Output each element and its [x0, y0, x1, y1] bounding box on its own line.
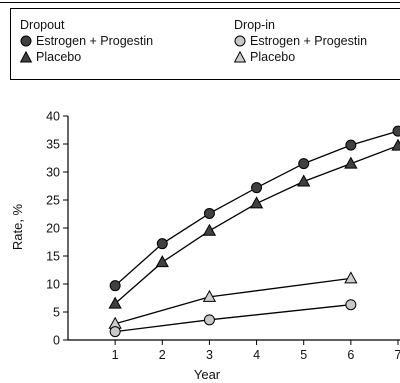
data-point-circle [345, 139, 357, 151]
data-point-circle [251, 182, 263, 194]
series-markers [108, 125, 400, 338]
data-point-triangle [297, 174, 311, 187]
data-point-triangle [391, 138, 400, 151]
series-lines [114, 130, 399, 333]
y-tick-label: 0 [53, 334, 60, 348]
legend-filled-triangle-marker [20, 51, 32, 63]
data-point-triangle [249, 196, 264, 209]
legend-entry: Estrogen + Progestin [20, 33, 153, 49]
legend-entry: Estrogen + Progestin [234, 33, 367, 49]
data-point-triangle [344, 156, 358, 169]
x-axis-label: Year [194, 367, 221, 382]
data-point-circle [109, 280, 121, 292]
y-tick-label: 15 [46, 250, 60, 264]
data-point-circle [109, 326, 121, 338]
series-line [115, 304, 351, 333]
data-point-circle [156, 238, 168, 250]
data-point-triangle [344, 271, 358, 284]
data-point-triangle [108, 296, 122, 309]
legend-group-dropout: Dropout Estrogen + Progestin Placebo [20, 17, 153, 65]
x-tick-label: 5 [300, 348, 307, 362]
legend-entry: Placebo [20, 49, 153, 65]
data-point-circle [203, 207, 215, 219]
data-point-circle [203, 314, 215, 326]
legend-open-triangle-marker [234, 51, 246, 63]
data-point-triangle [155, 255, 169, 268]
data-point-circle [392, 125, 400, 137]
legend-entry: Placebo [234, 49, 367, 65]
x-tick-label: 7 [395, 348, 400, 362]
legend-entry-label: Placebo [250, 50, 296, 64]
x-tick-label: 6 [347, 348, 354, 362]
y-tick-label: 40 [46, 110, 60, 124]
legend-group-title: Dropout [20, 18, 65, 32]
x-tick-label: 4 [253, 348, 260, 362]
legend-group-drop-in: Drop-in Estrogen + Progestin Placebo [234, 17, 367, 65]
y-tick-label: 10 [46, 278, 60, 292]
x-tick-label: 2 [159, 348, 166, 362]
legend-entry-label: Estrogen + Progestin [250, 34, 368, 48]
data-point-triangle [202, 289, 217, 302]
data-point-triangle [202, 223, 217, 236]
data-point-circle [345, 299, 357, 311]
chart-legend: Dropout Estrogen + Progestin Placebo Dro… [10, 8, 400, 80]
y-tick-label: 5 [53, 306, 60, 320]
top-rule [0, 2, 400, 3]
y-axis-label: Rate, % [10, 203, 25, 250]
y-tick-label: 35 [46, 138, 60, 152]
legend-filled-circle-marker [20, 35, 32, 47]
legend-group-title: Drop-in [234, 18, 275, 32]
y-tick-label: 30 [46, 166, 60, 180]
legend-open-circle-marker [234, 35, 246, 47]
x-tick-label: 3 [206, 348, 213, 362]
y-tick-label: 25 [46, 194, 60, 208]
x-tick-label: 1 [112, 348, 119, 362]
chart-axes: 0 5 10 15 20 25 30 35 40 1 2 3 4 5 6 7 [46, 110, 400, 362]
y-tick-label: 20 [46, 222, 60, 236]
data-point-circle [298, 158, 310, 170]
legend-entry-label: Placebo [36, 50, 82, 64]
legend-entry-label: Estrogen + Progestin [36, 34, 154, 48]
series-line [114, 130, 399, 287]
